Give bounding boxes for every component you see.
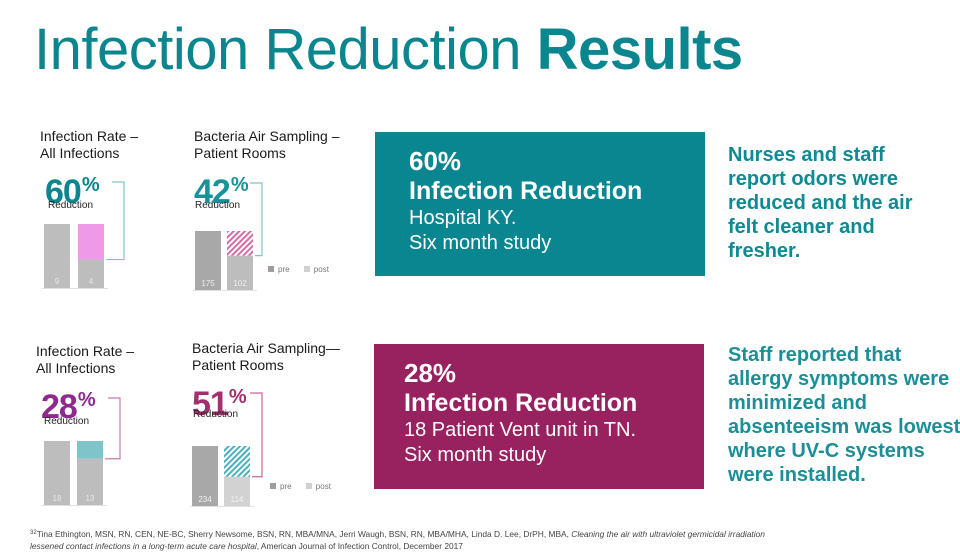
bar-pre: [192, 446, 218, 506]
infection-rate-chart-ky: Infection Rate – All Infections 60% Redu…: [40, 128, 170, 293]
bar-reduction-segment: [78, 224, 104, 260]
chart-title-line2: Patient Rooms: [192, 357, 284, 373]
slide-title-regular: Infection Reduction: [34, 17, 522, 82]
bar-plot: 175 102: [193, 182, 263, 291]
citation-journal: , American Journal of Infection Control,…: [256, 541, 463, 551]
study-summary-box-tn: 28% Infection Reduction 18 Patient Vent …: [374, 344, 704, 489]
air-sampling-chart-tn: Bacteria Air Sampling— Patient Rooms 51%…: [190, 340, 362, 508]
reduction-percent: 51%: [192, 385, 247, 423]
footnote-marker: 32: [30, 530, 37, 536]
summary-location: Hospital KY.: [409, 207, 517, 229]
chart-title: Bacteria Air Sampling – Patient Rooms: [194, 128, 364, 162]
legend-swatch-pre: [268, 266, 274, 272]
chart-title-line1: Infection Rate –: [40, 128, 139, 144]
legend-swatch-pre: [270, 483, 276, 489]
chart-title: Infection Rate – All Infections: [40, 128, 170, 162]
bar-label-post: 102: [233, 279, 247, 288]
chart-title-line2: Patient Rooms: [194, 145, 286, 161]
bar-post: [227, 255, 253, 290]
infection-rate-chart-tn: Infection Rate – All Infections 28% Redu…: [36, 343, 166, 508]
citation-authors: Tina Ethington, MSN, RN, CEN, NE-BC, She…: [36, 529, 572, 539]
slide-title-bold: Results: [536, 17, 744, 82]
bar-reduction-segment: [77, 441, 103, 459]
chart-legend: pre post: [268, 265, 329, 274]
bar-plot: 18 13: [42, 397, 121, 506]
bar-reduction-segment: [227, 231, 253, 256]
chart-title: Infection Rate – All Infections: [36, 343, 166, 377]
legend-swatch-post: [303, 266, 310, 272]
citation-footnote: 32Tina Ethington, MSN, RN, CEN, NE-BC, S…: [30, 527, 765, 552]
chart-legend: pre post: [270, 482, 331, 491]
reduction-bracket: [250, 392, 263, 478]
legend-post: post: [305, 482, 331, 491]
bar-pre: [44, 441, 70, 505]
summary-location: 18 Patient Vent unit in TN.: [404, 419, 637, 441]
bar-label-post: 4: [89, 277, 94, 286]
study-summary-box-ky: 60% Infection Reduction Hospital KY. Six…: [375, 132, 705, 276]
chart-title-line1: Infection Rate –: [36, 343, 135, 359]
air-sampling-chart-ky: Bacteria Air Sampling – Patient Rooms 42…: [193, 128, 364, 293]
bar-pre: [195, 231, 221, 290]
summary-percent: 28%: [404, 358, 457, 388]
summary-duration: Six month study: [409, 232, 552, 254]
summary-duration: Six month study: [404, 444, 547, 466]
citation-line2: lessened contact infections in a long-te…: [30, 540, 765, 552]
chart-title-line1: Bacteria Air Sampling –: [194, 128, 340, 144]
bar-label-pre: 9: [55, 277, 60, 286]
reduction-percent: 60%: [45, 173, 100, 211]
bar-plot: 234 114: [190, 392, 263, 507]
legend-post: post: [303, 265, 329, 274]
chart-title-line2: All Infections: [40, 145, 120, 161]
summary-percent: 60%: [409, 146, 462, 176]
reduction-percent: 42%: [194, 173, 249, 211]
reduction-bracket: [250, 182, 263, 257]
staff-quote-ky: Nurses and staff report odors were reduc…: [728, 144, 913, 262]
summary-headline: Infection Reduction: [409, 177, 643, 205]
chart-title: Bacteria Air Sampling— Patient Rooms: [192, 340, 362, 374]
slide-title: Infection Reduction Results: [34, 18, 743, 82]
legend-pre: pre: [268, 265, 290, 274]
bar-post: [224, 476, 250, 506]
legend-swatch-post: [305, 483, 312, 489]
bar-label-pre: 18: [53, 494, 62, 503]
legend-pre: pre: [270, 482, 292, 491]
reduction-label: Reduction: [48, 200, 94, 211]
bar-label-pre: 175: [201, 279, 215, 288]
bar-reduction-segment: [224, 446, 250, 477]
bar-post: [77, 458, 103, 505]
bar-pre: [44, 224, 70, 288]
citation-title-part1: Cleaning the air with ultraviolet germic…: [571, 529, 765, 539]
reduction-bracket: [105, 397, 121, 460]
bar-label-post: 114: [231, 495, 244, 504]
reduction-bracket: [106, 181, 125, 261]
reduction-label: Reduction: [44, 416, 90, 427]
citation-title-part2: lessened contact infections in a long-te…: [30, 541, 257, 551]
bar-label-pre: 234: [198, 495, 212, 504]
summary-headline: Infection Reduction: [404, 389, 638, 417]
citation-line1: 32Tina Ethington, MSN, RN, CEN, NE-BC, S…: [30, 527, 765, 540]
chart-title-line2: All Infections: [36, 360, 116, 376]
bar-label-post: 13: [86, 494, 95, 503]
staff-quote-tn: Staff reported that allergy symptoms wer…: [728, 344, 960, 486]
reduction-label: Reduction: [193, 409, 239, 420]
reduction-percent: 28%: [41, 388, 96, 426]
reduction-label: Reduction: [195, 200, 241, 211]
chart-title-line1: Bacteria Air Sampling—: [192, 340, 340, 356]
bar-post: [78, 259, 104, 288]
